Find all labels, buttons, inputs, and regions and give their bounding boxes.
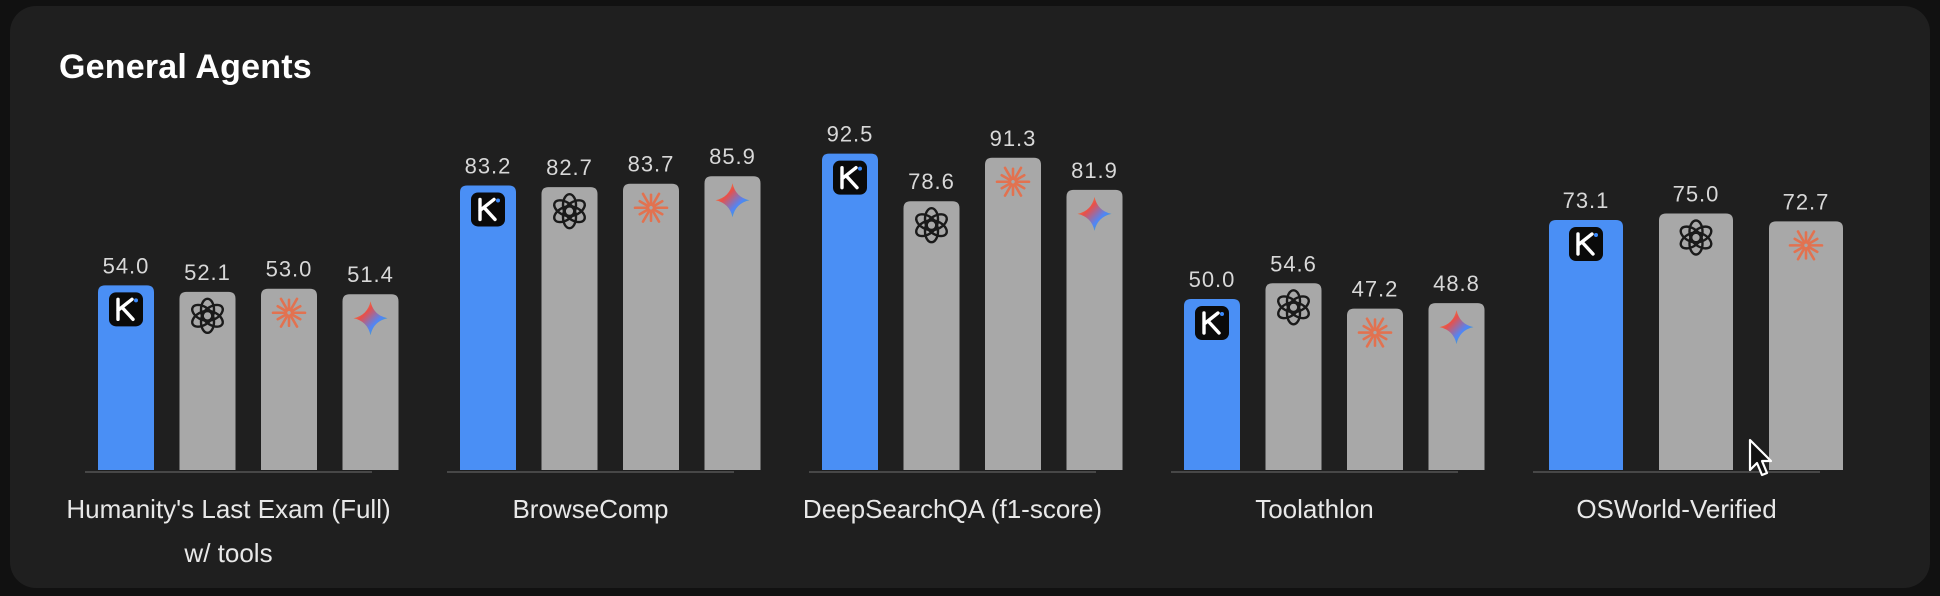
bar-group: 54.0 52.1 53.0 51.4 Humanity's Last Exam (Fu… (66, 253, 399, 568)
bar (541, 187, 598, 470)
bar-value-label: 83.7 (628, 152, 675, 177)
bar-value-label: 81.9 (1071, 158, 1118, 183)
bar (460, 185, 516, 470)
bar (342, 294, 399, 470)
category-label: DeepSearchQA (f1-score) (803, 494, 1102, 524)
category-label: Humanity's Last Exam (Full) (66, 494, 390, 524)
bar-group: 50.0 54.6 47.2 48.8 Toolathlon (1171, 251, 1485, 524)
bar (704, 176, 761, 471)
bar-value-label: 85.9 (709, 144, 756, 169)
bar (1549, 219, 1623, 470)
bar (903, 201, 960, 471)
gemini-icon (353, 301, 388, 336)
category-label: BrowseComp (512, 494, 668, 524)
kimi-k-icon (1569, 226, 1603, 261)
bar-value-label: 52.1 (184, 260, 231, 285)
gemini-icon (1439, 310, 1474, 345)
bar (1265, 283, 1322, 470)
openai-icon (1277, 289, 1310, 326)
bar-value-label: 73.1 (1563, 188, 1610, 213)
bar (261, 288, 317, 470)
bar (1347, 308, 1403, 470)
gemini-icon (1077, 196, 1112, 231)
category-label: w/ tools (183, 538, 272, 568)
bar-value-label: 82.7 (546, 155, 593, 180)
bar-value-label: 54.0 (103, 253, 150, 278)
bar-value-label: 47.2 (1352, 277, 1399, 302)
bar-value-label: 48.8 (1433, 271, 1480, 296)
anthropic-icon (995, 166, 1031, 197)
kimi-k-icon (1195, 306, 1229, 340)
anthropic-icon (1357, 317, 1393, 348)
bar (1769, 221, 1843, 470)
chart-title: General Agents (59, 48, 312, 86)
bar (822, 153, 878, 470)
bar (623, 183, 679, 470)
bar-chart: 54.0 52.1 53.0 51.4 Humanity's Last Exam (Fu… (66, 122, 1843, 568)
openai-icon (553, 192, 586, 230)
openai-icon (191, 297, 224, 335)
anthropic-icon (1788, 230, 1824, 261)
openai-icon (915, 206, 948, 244)
bar-value-label: 54.6 (1270, 251, 1317, 276)
bar-value-label: 72.7 (1783, 189, 1830, 214)
bar-value-label: 51.4 (347, 262, 394, 287)
gemini-icon (715, 183, 750, 218)
openai-icon (1679, 219, 1713, 256)
bar-value-label: 91.3 (990, 126, 1037, 151)
bar-group: 73.1 75.0 72.7 OSWorld-Verified (1533, 182, 1843, 524)
bar-value-label: 50.0 (1189, 267, 1236, 292)
category-label: Toolathlon (1255, 494, 1374, 524)
bar-value-label: 75.0 (1673, 182, 1720, 207)
bar (1659, 213, 1733, 470)
bar-value-label: 83.2 (465, 153, 512, 178)
bar (1066, 189, 1123, 471)
bar-group: 92.5 78.6 91.3 81.9 DeepSearchQA (f1-score) (803, 122, 1123, 524)
anthropic-icon (633, 192, 669, 223)
bar (1184, 299, 1240, 470)
bar (1428, 303, 1485, 470)
bar-group: 83.2 82.7 83.7 85.9 BrowseComp (447, 144, 761, 524)
bar-value-label: 78.6 (908, 169, 955, 194)
anthropic-icon (271, 297, 307, 328)
chart-card: General Agents 54.0 52.1 53.0 51.4 Humanity'… (10, 6, 1930, 588)
bar (985, 157, 1041, 470)
kimi-k-icon (471, 192, 505, 227)
bar-value-label: 53.0 (266, 257, 313, 282)
bar (98, 285, 154, 470)
mouse-cursor-icon (1748, 438, 1773, 477)
kimi-k-icon (833, 160, 867, 195)
bar (179, 291, 236, 470)
kimi-k-icon (109, 292, 143, 327)
category-label: OSWorld-Verified (1576, 494, 1776, 524)
bar-value-label: 92.5 (827, 122, 874, 147)
